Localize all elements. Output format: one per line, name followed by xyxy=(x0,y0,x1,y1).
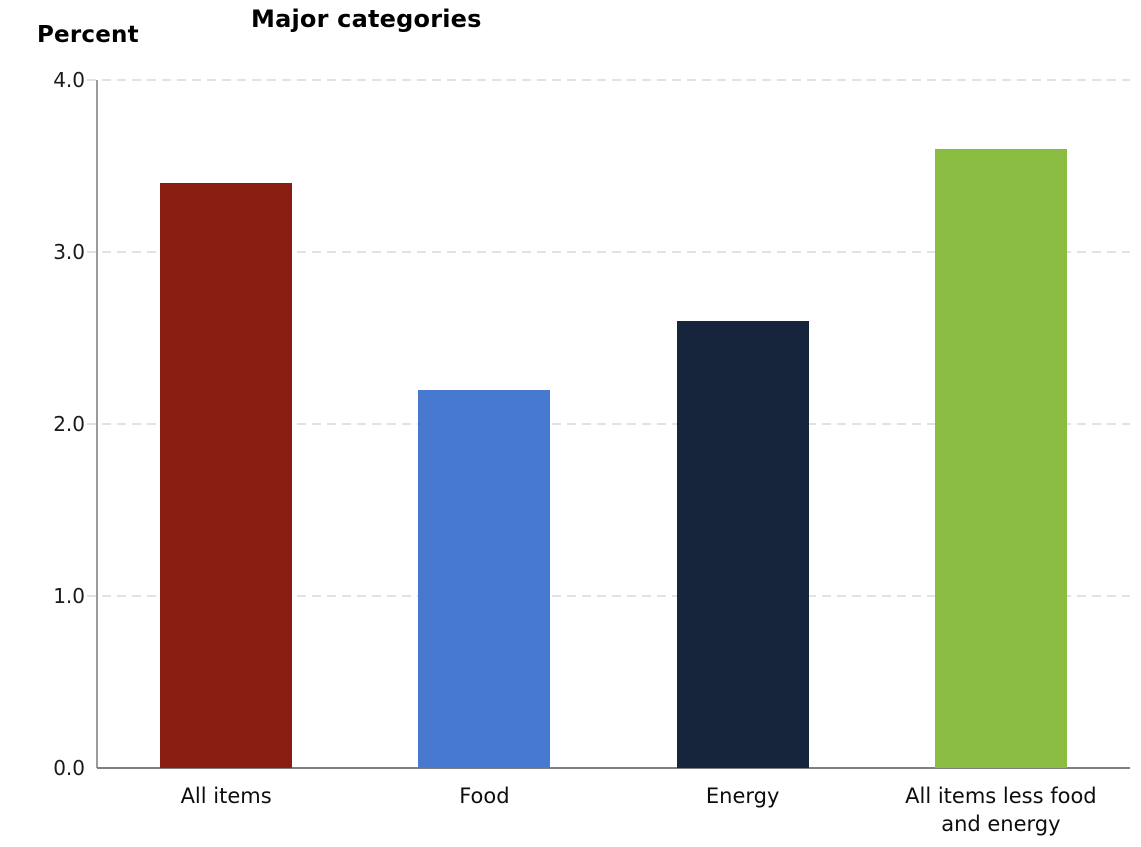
y-tick-label: 3.0 xyxy=(53,240,85,264)
gridline xyxy=(87,423,1130,425)
x-category-label: Food xyxy=(459,782,509,810)
y-tick-label: 2.0 xyxy=(53,412,85,436)
x-axis-line xyxy=(97,767,1130,769)
x-category-label: All items less food and energy xyxy=(905,782,1097,839)
x-category-label-line: Food xyxy=(459,784,510,808)
bar-food xyxy=(418,389,551,768)
bar-all-items-less-food-and-energy xyxy=(934,148,1067,768)
y-tick-label: 4.0 xyxy=(53,68,85,92)
y-tick-label: 0.0 xyxy=(53,756,85,780)
x-category-label: All items xyxy=(181,782,272,810)
x-category-label-line: and energy xyxy=(941,812,1061,837)
y-tick-label: 1.0 xyxy=(53,584,85,608)
y-axis-unit-label: Percent xyxy=(37,22,139,48)
x-category-label-line: Energy xyxy=(705,784,780,808)
bar-energy xyxy=(676,320,809,768)
gridline xyxy=(87,595,1130,597)
y-axis-line xyxy=(96,80,98,768)
x-category-label: Energy xyxy=(706,782,780,810)
chart-title: Major categories xyxy=(251,5,482,33)
bar-all-items xyxy=(160,183,293,768)
x-category-label-line: All items xyxy=(180,784,272,808)
gridline xyxy=(87,79,1130,81)
x-category-label-line: All items less food xyxy=(905,784,1097,808)
gridline xyxy=(87,251,1130,253)
